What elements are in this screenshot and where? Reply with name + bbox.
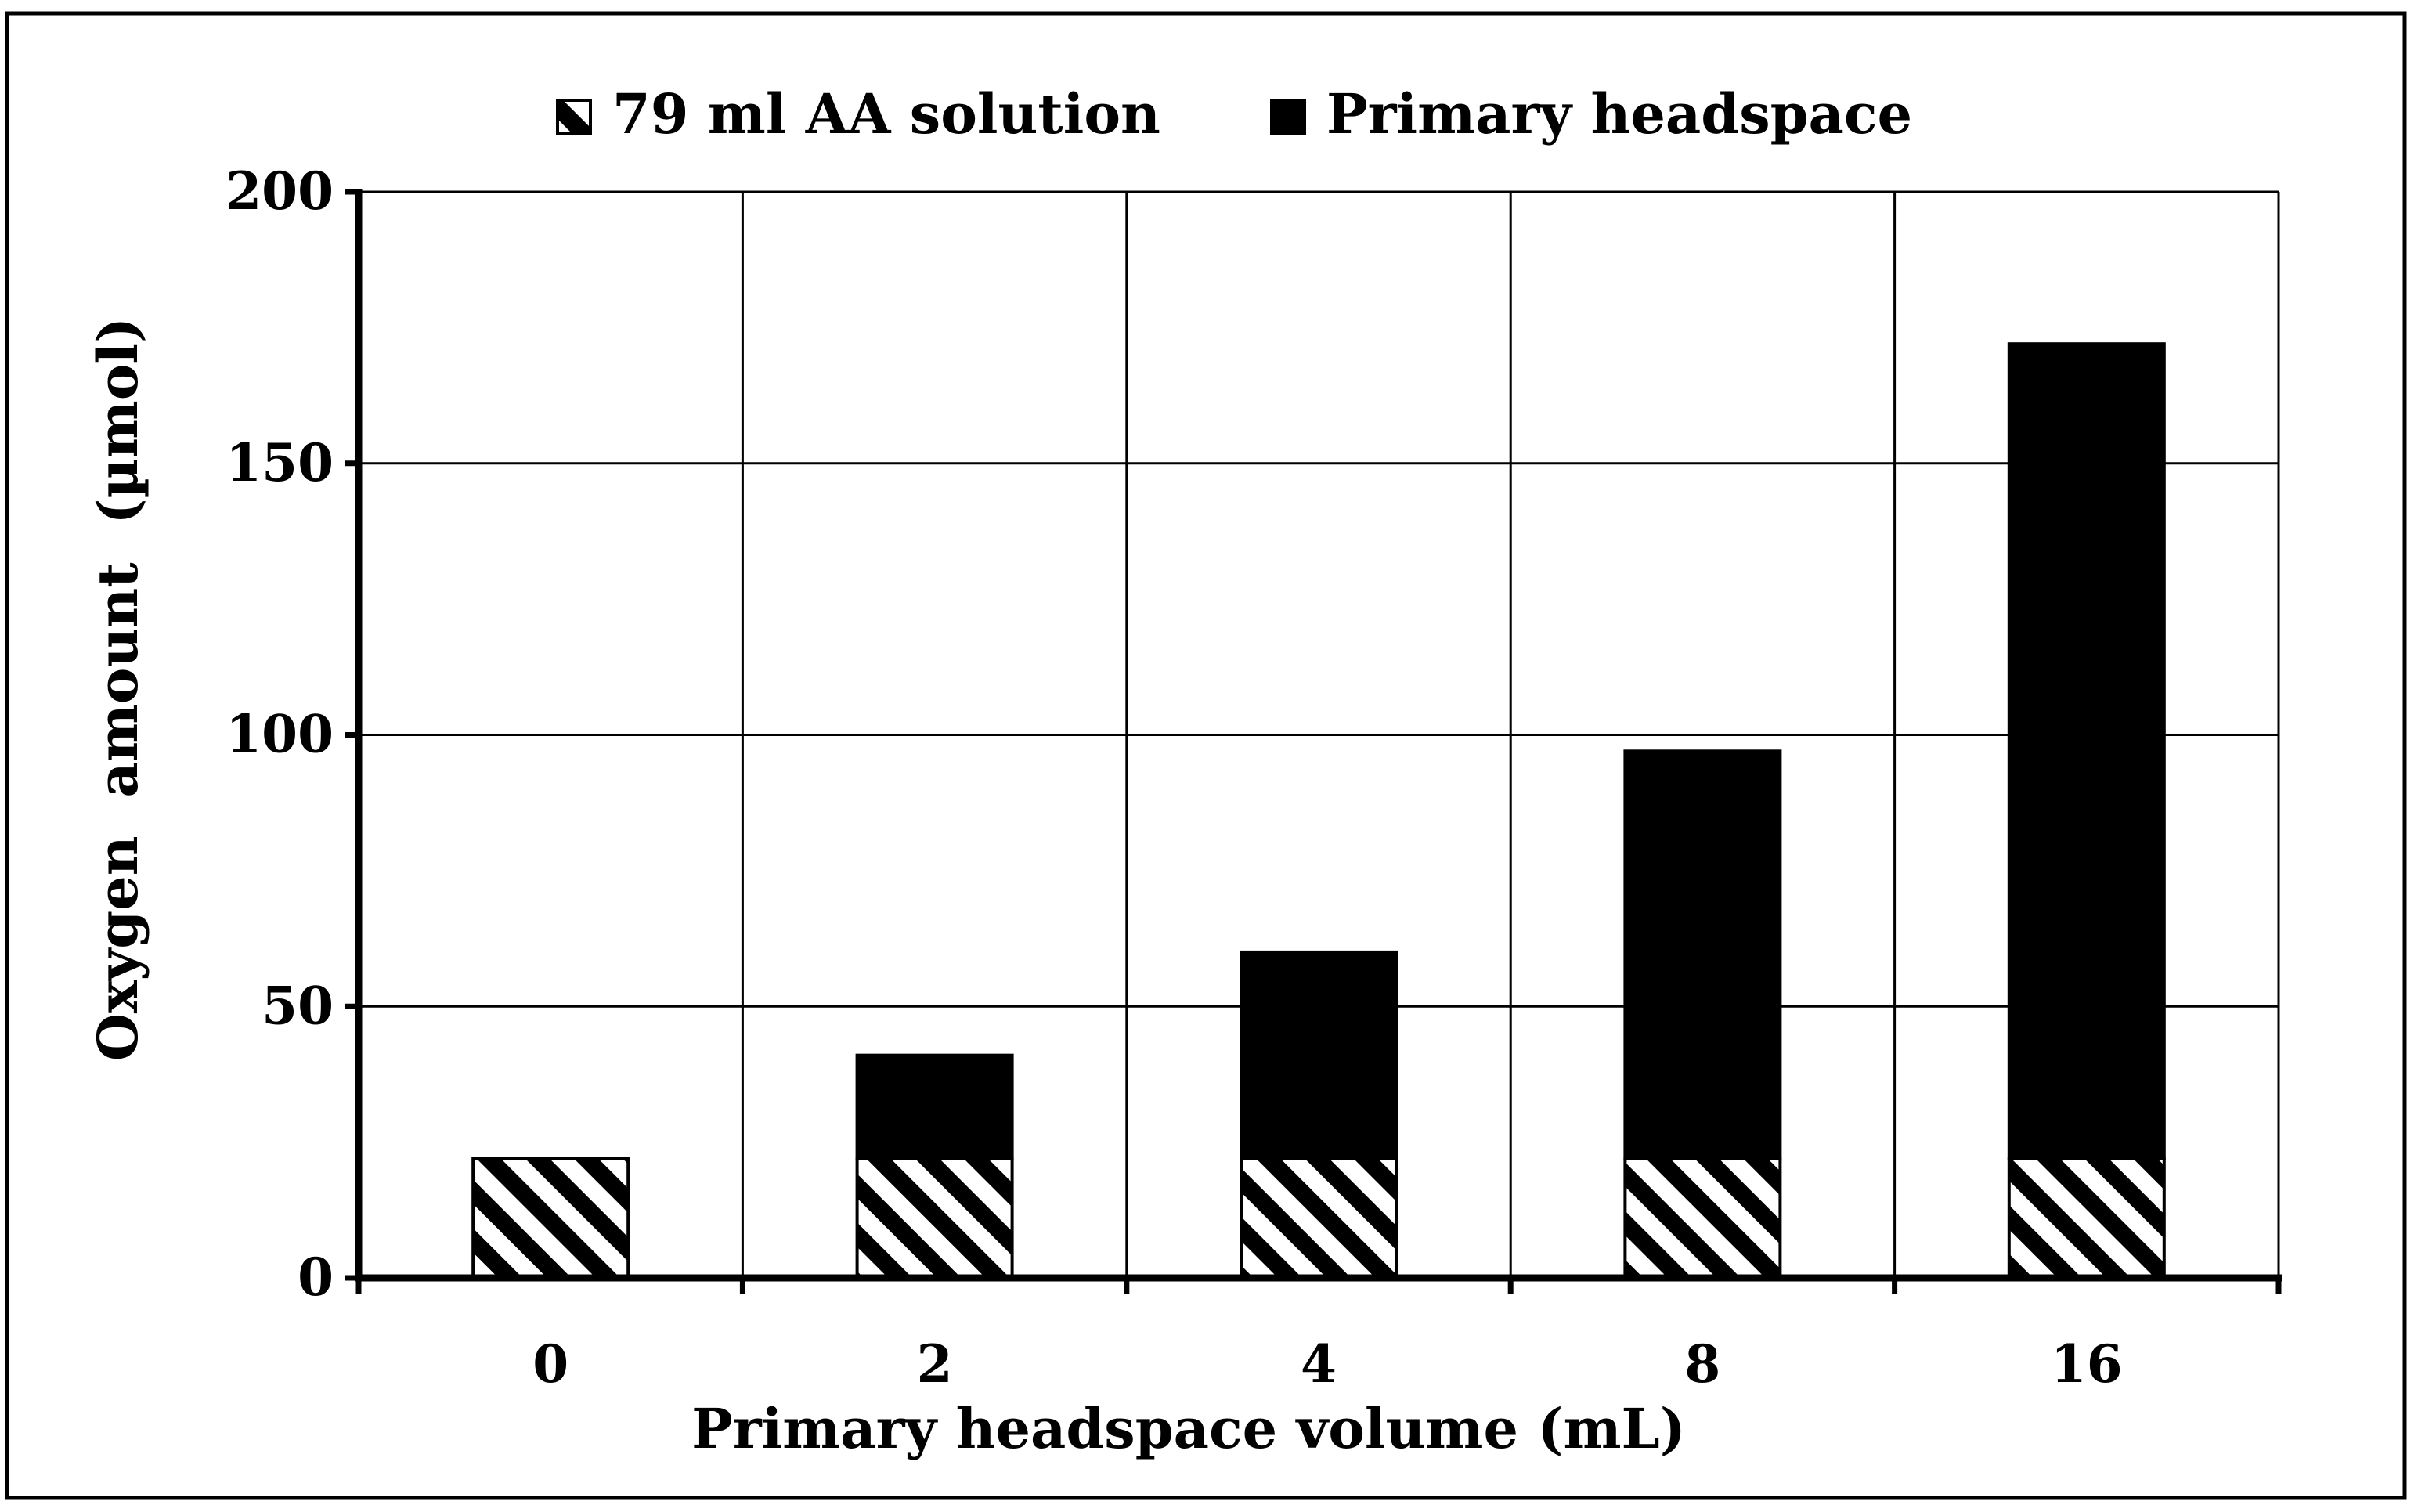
- legend-swatch-primary-headspace: [1270, 99, 1306, 135]
- x-axis-label: Primary headspace volume (mL): [691, 1396, 1686, 1461]
- bar-aa-solution: [1623, 1157, 1782, 1280]
- y-tick-label: 200: [226, 161, 334, 222]
- grid-lines: [359, 190, 2280, 1278]
- bar-aa-solution: [471, 1157, 630, 1280]
- x-tick-label: 4: [1301, 1333, 1337, 1395]
- y-tick-label: 50: [262, 975, 334, 1036]
- bar-aa-solution: [2007, 1157, 2166, 1280]
- legend-swatch-aa-solution: [556, 99, 592, 135]
- bar-primary-headspace: [855, 1053, 1014, 1160]
- legend: 79 ml AA solution Primary headspace: [556, 81, 1912, 146]
- y-tick-label: 100: [226, 704, 334, 765]
- bar-primary-headspace: [1240, 950, 1398, 1160]
- x-tick-label: 16: [2051, 1333, 2123, 1395]
- x-tick-label: 0: [532, 1333, 568, 1395]
- bar-aa-solution: [855, 1157, 1014, 1280]
- bar-aa-solution: [1240, 1157, 1398, 1280]
- y-tick-labels: 0 50 100 150 200: [226, 161, 334, 1308]
- x-tick-label: 8: [1684, 1333, 1720, 1395]
- y-tick-label: 0: [298, 1247, 334, 1308]
- x-tick-labels: 0 2 4 8 16: [532, 1333, 2122, 1395]
- legend-label-primary-headspace: Primary headspace: [1326, 81, 1912, 146]
- legend-label-aa-solution: 79 ml AA solution: [612, 81, 1160, 146]
- chart-frame: [5, 11, 2407, 1500]
- bar-primary-headspace: [2007, 342, 2166, 1160]
- y-tick-label: 150: [226, 432, 334, 493]
- bars: [471, 342, 2166, 1280]
- y-axis-label: Oxygen amount (µmol): [85, 317, 150, 1061]
- axes: [345, 189, 2282, 1294]
- bar-primary-headspace: [1623, 749, 1782, 1160]
- x-tick-label: 2: [917, 1333, 953, 1395]
